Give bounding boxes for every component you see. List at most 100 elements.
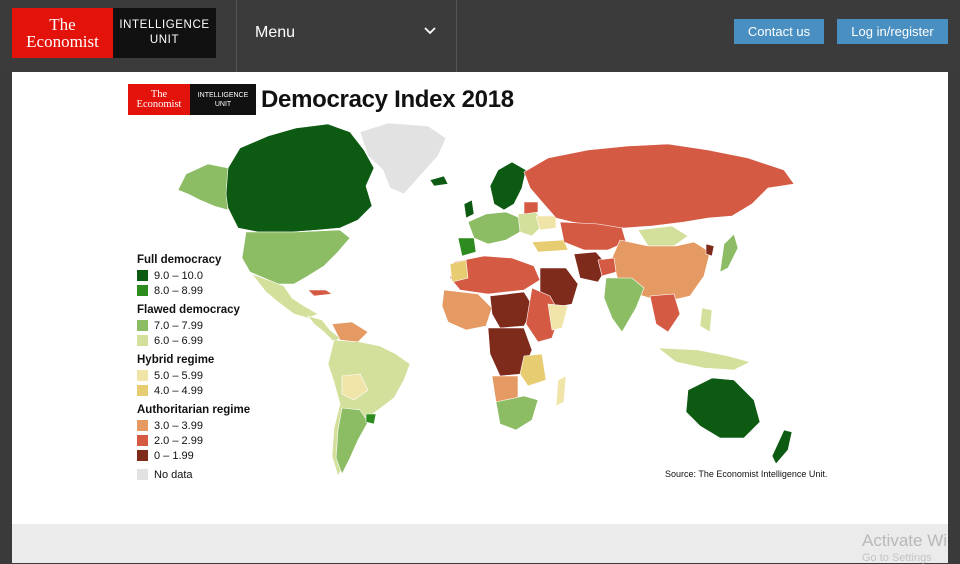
legend-swatch	[137, 435, 148, 446]
legend-item: 9.0 – 10.0	[137, 268, 277, 283]
iberia-region	[457, 237, 477, 257]
menu-dropdown[interactable]: Menu	[237, 0, 456, 72]
activate-windows-watermark: Activate Wi	[862, 531, 948, 550]
chevron-down-icon	[424, 27, 436, 35]
legend-heading: Hybrid regime	[137, 354, 215, 366]
sahel-region	[489, 291, 535, 329]
indonesia-region	[657, 347, 751, 371]
mexico-region	[251, 273, 319, 319]
uruguay-region	[365, 413, 377, 425]
southern-africa-region	[495, 395, 539, 431]
map-logo-text-economist: Economist	[136, 98, 182, 110]
legend-item: 0 – 1.99	[137, 448, 277, 463]
legend-item: 4.0 – 4.99	[137, 383, 277, 398]
legend-item: 3.0 – 3.99	[137, 418, 277, 433]
logo-text-economist: Economist	[26, 32, 99, 51]
legend-swatch	[137, 270, 148, 281]
legend-swatch	[137, 320, 148, 331]
legend-swatch	[137, 370, 148, 381]
legend-swatch	[137, 450, 148, 461]
legend-item-no-data: No data	[137, 467, 277, 482]
legend-swatch	[137, 285, 148, 296]
legend-swatch	[137, 385, 148, 396]
map-logo-text-intelligence: INTELLIGENCE	[197, 91, 249, 99]
canada-region	[223, 123, 375, 233]
australia-region	[685, 377, 761, 439]
philippines-region	[699, 307, 713, 333]
legend-label: 7.0 – 7.99	[154, 319, 203, 332]
legend-label: 3.0 – 3.99	[154, 419, 203, 432]
uk-region	[463, 199, 475, 219]
greenland-region	[359, 122, 447, 195]
turkey-region	[531, 239, 569, 253]
tanzania-region	[519, 353, 547, 387]
login-register-button[interactable]: Log in/register	[837, 19, 948, 44]
iceland-region	[429, 175, 449, 187]
logo-text-the: The	[49, 15, 76, 34]
legend-item: 2.0 – 2.99	[137, 433, 277, 448]
russia-region	[523, 143, 795, 229]
map-logo-red-block: The Economist	[128, 84, 190, 115]
legend-label: 4.0 – 4.99	[154, 384, 203, 397]
nav-divider	[456, 0, 457, 72]
map-logo-black-block: INTELLIGENCE UNIT	[190, 84, 256, 115]
southeast-asia-region	[649, 293, 681, 333]
usa-region	[241, 229, 351, 285]
west-africa-region	[441, 289, 493, 331]
legend-swatch-no-data	[137, 469, 148, 480]
scandinavia-region	[489, 161, 527, 211]
legend-swatch	[137, 335, 148, 346]
scrollbar-gutter	[948, 72, 960, 563]
legend-item: 5.0 – 5.99	[137, 368, 277, 383]
north-korea-region	[705, 243, 715, 257]
western-europe-region	[467, 211, 521, 245]
top-navigation-bar: The Economist INTELLIGENCE UNIT Menu Con…	[0, 0, 960, 72]
economist-logo-red-block: The Economist	[12, 8, 113, 58]
legend-label: 5.0 – 5.99	[154, 369, 203, 382]
map-logo-text-unit: UNIT	[214, 100, 232, 108]
nav-divider	[236, 0, 237, 72]
legend-heading: Flawed democracy	[137, 304, 240, 316]
logo-text-unit: UNIT	[149, 34, 180, 46]
argentina-region	[335, 407, 369, 475]
morocco-region	[449, 259, 469, 283]
legend-label: 0 – 1.99	[154, 449, 194, 462]
legend-heading: Full democracy	[137, 254, 222, 266]
afghanistan-region	[597, 257, 617, 277]
legend-label: 6.0 – 6.99	[154, 334, 203, 347]
alaska-region	[177, 163, 229, 211]
map-title: Democracy Index 2018	[261, 86, 514, 113]
map-logo-text-the: The	[150, 88, 168, 100]
india-region	[603, 277, 645, 333]
legend-swatch	[137, 420, 148, 431]
madagascar-region	[555, 375, 567, 407]
horn-of-africa-region	[547, 303, 569, 331]
intelligence-unit-logo-block: INTELLIGENCE UNIT	[113, 8, 216, 58]
logo-text-intelligence: INTELLIGENCE	[119, 19, 210, 31]
menu-label: Menu	[255, 24, 296, 41]
contact-us-button[interactable]: Contact us	[734, 19, 824, 44]
legend-label: 9.0 – 10.0	[154, 269, 203, 282]
map-legend: Full democracy 9.0 – 10.0 8.0 – 8.99 Flawed…	[137, 248, 277, 482]
legend-label-no-data: No data	[154, 468, 193, 481]
kazakhstan-region	[559, 221, 627, 251]
activate-windows-subtext: Go to Settings	[862, 552, 932, 564]
page-footer	[12, 524, 948, 563]
map-source-note: Source: The Economist Intelligence Unit.	[665, 469, 828, 479]
new-zealand-region	[771, 429, 793, 465]
map-economist-logo: The Economist INTELLIGENCE UNIT	[128, 84, 256, 115]
economist-intelligence-unit-logo[interactable]: The Economist INTELLIGENCE UNIT	[12, 8, 216, 58]
japan-region	[719, 233, 739, 273]
ukraine-region	[535, 215, 557, 231]
legend-item: 8.0 – 8.99	[137, 283, 277, 298]
legend-heading: Authoritarian regime	[137, 404, 251, 416]
bolivia-region	[341, 373, 369, 401]
legend-label: 2.0 – 2.99	[154, 434, 203, 447]
legend-item: 6.0 – 6.99	[137, 333, 277, 348]
democracy-index-world-map	[177, 122, 795, 477]
venezuela-region	[331, 321, 369, 343]
belarus-region	[523, 201, 539, 215]
north-africa-region	[449, 255, 541, 295]
cuba-region	[307, 289, 333, 297]
legend-item: 7.0 – 7.99	[137, 318, 277, 333]
